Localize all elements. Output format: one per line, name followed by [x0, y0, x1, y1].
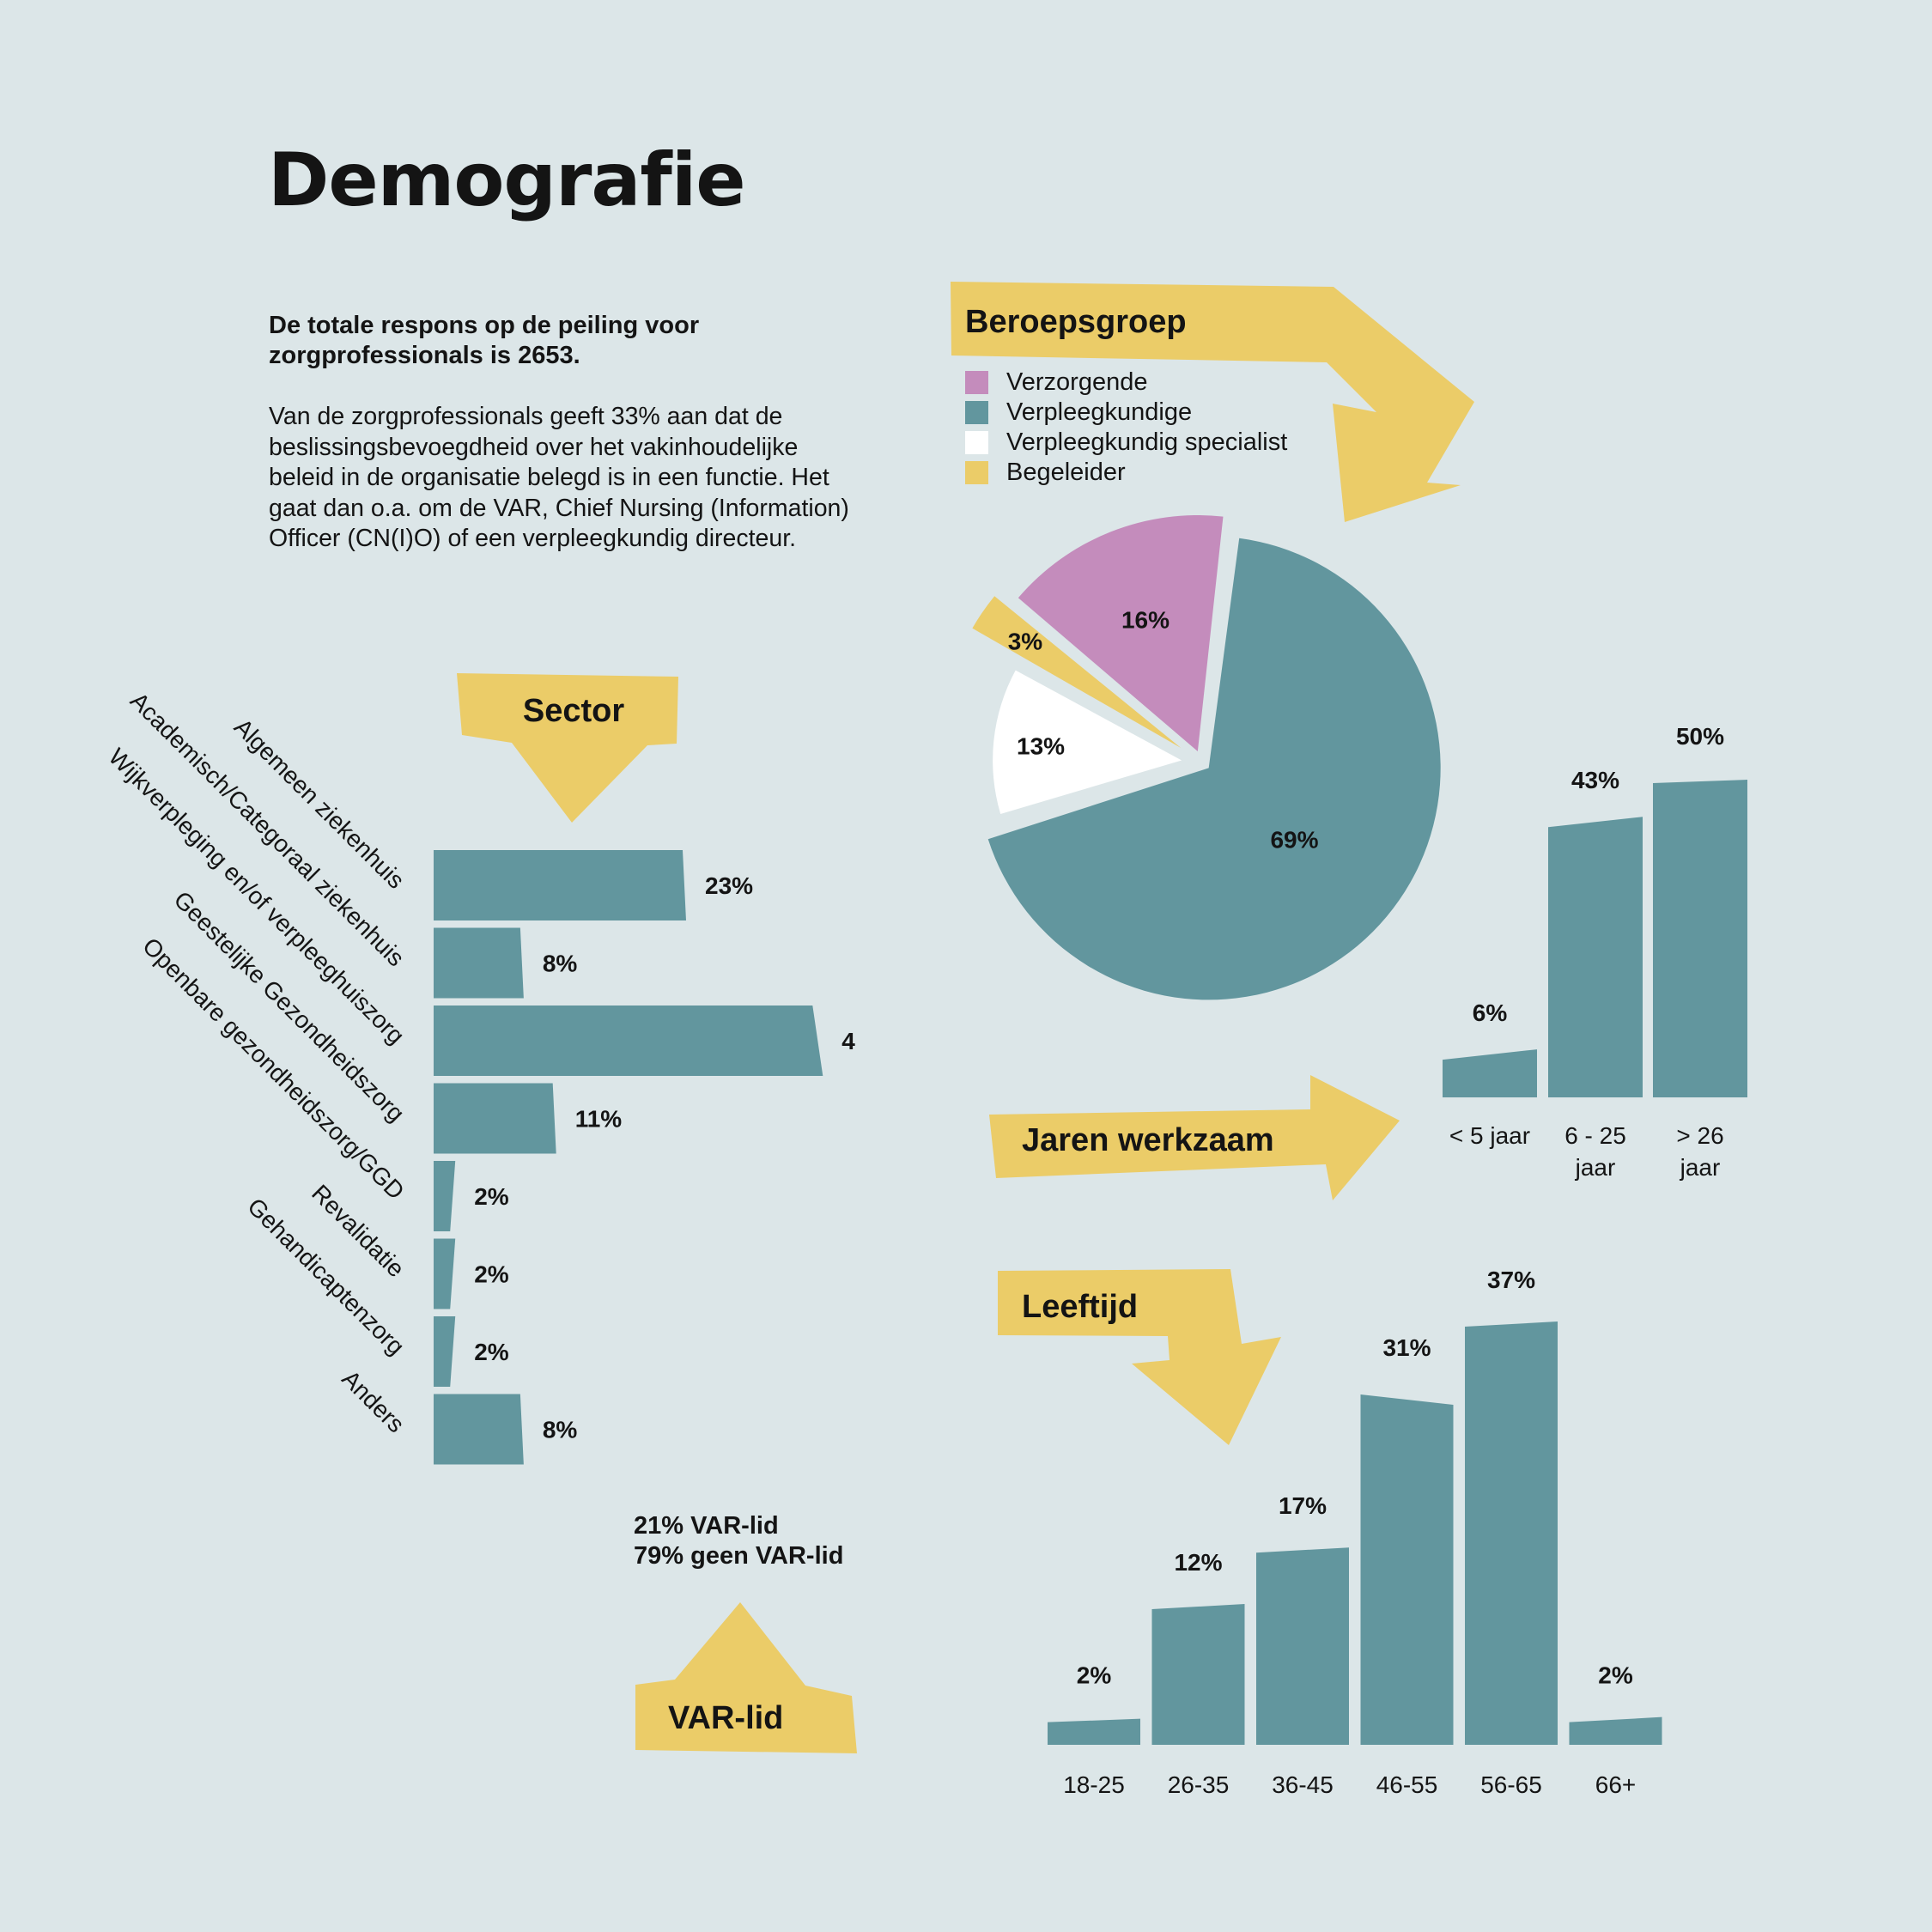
leeftijd-bar — [1256, 1547, 1349, 1745]
beroepsgroep-banner-label: Beroepsgroep — [965, 304, 1187, 340]
sector-bar-value: 8% — [543, 1417, 578, 1443]
pie-slice-label: 16% — [1121, 607, 1170, 634]
leeftijd-banner-shape — [998, 1269, 1281, 1445]
beroepsgroep-legend: Verzorgende Verpleegkundige Verpleegkund… — [965, 368, 1287, 486]
sector-bar-value: 8% — [543, 951, 578, 977]
pie-slice-label: 3% — [1008, 628, 1043, 654]
intro-line: Van de zorgprofessionals geeft 33% aan d… — [269, 403, 783, 430]
jaren-bar-value: 6% — [1473, 999, 1508, 1026]
leeftijd-bar-value: 17% — [1279, 1492, 1327, 1519]
jaren-bar — [1653, 780, 1747, 1097]
intro-line: gaat dan o.a. om de VAR, Chief Nursing (… — [269, 494, 849, 522]
leeftijd-banner-label: Leeftijd — [1022, 1289, 1138, 1325]
pie-slice-label: 13% — [1017, 732, 1065, 759]
jaren-bar — [1548, 817, 1643, 1097]
sector-bar — [434, 927, 524, 999]
sector-bar-value: 11% — [575, 1106, 623, 1133]
sector-bar — [434, 1316, 456, 1387]
pie-slice-label: 69% — [1270, 827, 1318, 854]
jaren-category-label: 6 - 25 — [1564, 1122, 1626, 1149]
leeftijd-bar — [1465, 1321, 1558, 1745]
sector-bar-value: 2% — [474, 1261, 509, 1288]
leeftijd-category-label: 56-65 — [1480, 1771, 1542, 1798]
leeftijd-bar-value: 2% — [1077, 1662, 1112, 1689]
intro-line: beleid in de organisatie belegd is in ee… — [269, 464, 829, 491]
leeftijd-bar-value: 12% — [1174, 1549, 1222, 1576]
leeftijd-bar-chart: 2% 18-25 12% 26-35 17% 36-45 31% 46-55 37% 56-65 2… — [1048, 1267, 1662, 1798]
sector-bar — [434, 1005, 823, 1076]
legend-label: Verzorgende — [1006, 368, 1147, 396]
pie-slice — [993, 670, 1182, 814]
leeftijd-category-label: 46-55 — [1376, 1771, 1438, 1798]
intro-bold-line: De totale respons op de peiling voor — [269, 312, 700, 339]
intro-bold-line: zorgprofessionals is 2653. — [269, 342, 580, 369]
leeftijd-bar-value: 2% — [1598, 1662, 1633, 1689]
sector-bar-value: 2% — [474, 1183, 509, 1210]
sector-banner-label: Sector — [523, 693, 624, 729]
varlid-banner-shape — [635, 1602, 857, 1753]
varlid-banner-label: VAR-lid — [668, 1700, 783, 1736]
leeftijd-category-label: 66+ — [1595, 1771, 1637, 1798]
intro-line: beslissingsbevoegdheid over het vakinhou… — [269, 433, 799, 461]
sector-bar — [434, 850, 686, 920]
jaren-bar-chart: 6% < 5 jaar 43% 6 - 25 jaar 50% > 26 jaar — [1443, 723, 1747, 1181]
jaren-category-label: > 26 — [1676, 1122, 1723, 1149]
leeftijd-bar — [1151, 1604, 1245, 1745]
jaren-bar-value: 50% — [1676, 723, 1724, 750]
leeftijd-bar-value: 37% — [1487, 1267, 1535, 1293]
jaren-category-label: < 5 jaar — [1449, 1122, 1530, 1149]
leeftijd-category-label: 18-25 — [1063, 1771, 1125, 1798]
var-lid-no: 79% geen VAR-lid — [634, 1542, 844, 1570]
leeftijd-bar-value: 31% — [1382, 1334, 1431, 1361]
jaren-category-label: jaar — [1680, 1154, 1721, 1181]
legend-swatch — [965, 401, 988, 424]
sector-bar-value: 23% — [705, 872, 753, 899]
jaren-banner-shape — [989, 1075, 1400, 1200]
sector-bar-value: 4 — [841, 1028, 855, 1054]
intro-body: Van de zorgprofessionals geeft 33% aan d… — [269, 402, 887, 555]
beroepsgroep-pie-chart: 16% 69% 13% 3% — [972, 514, 1441, 1000]
legend-label: Verpleegkundig specialist — [1006, 428, 1287, 456]
legend-swatch — [965, 371, 988, 394]
sector-bar-chart: 23%Algemeen ziekenhuis8%Academisch/Categ… — [104, 687, 855, 1465]
var-lid-yes: 21% VAR-lid — [634, 1512, 779, 1540]
jaren-bar — [1443, 1049, 1537, 1097]
sector-bar — [434, 1238, 456, 1309]
sector-category-label: Anders — [337, 1365, 410, 1438]
jaren-bar-value: 43% — [1571, 767, 1619, 793]
leeftijd-bar — [1048, 1718, 1140, 1745]
legend-label: Begeleider — [1006, 459, 1126, 486]
legend-swatch — [965, 461, 988, 484]
pie-slice — [1018, 514, 1224, 751]
pie-slice — [972, 596, 1182, 749]
sector-bar-value: 2% — [474, 1339, 509, 1365]
sector-category-label: Wijkverpleging en/of verpleeghuiszorg — [104, 743, 410, 1048]
leeftijd-bar — [1360, 1394, 1454, 1745]
var-lid-text: 21% VAR-lid 79% geen VAR-lid — [634, 1511, 843, 1571]
sector-banner-shape — [457, 673, 678, 823]
jaren-banner-label: Jaren werkzaam — [1022, 1122, 1274, 1158]
sector-category-label: Gehandicaptenzorg — [242, 1193, 410, 1360]
sector-bar — [434, 1161, 456, 1231]
legend-label: Verpleegkundige — [1006, 398, 1192, 426]
beroepsgroep-banner-shape — [951, 282, 1474, 522]
intro-line: Officer (CN(I)O) of een verpleegkundig d… — [269, 525, 797, 552]
leeftijd-bar — [1569, 1716, 1662, 1745]
sector-bar — [434, 1083, 556, 1154]
leeftijd-category-label: 26-35 — [1168, 1771, 1230, 1798]
legend-swatch — [965, 431, 988, 454]
jaren-category-label: jaar — [1575, 1154, 1616, 1181]
leeftijd-category-label: 36-45 — [1272, 1771, 1334, 1798]
intro-summary: De totale respons op de peiling voor zor… — [269, 311, 784, 371]
pie-slice — [987, 538, 1441, 1000]
sector-category-label: Academisch/Categoraal ziekenhuis — [125, 687, 410, 971]
page-title: Demografie — [268, 137, 746, 223]
sector-bar — [434, 1394, 524, 1465]
